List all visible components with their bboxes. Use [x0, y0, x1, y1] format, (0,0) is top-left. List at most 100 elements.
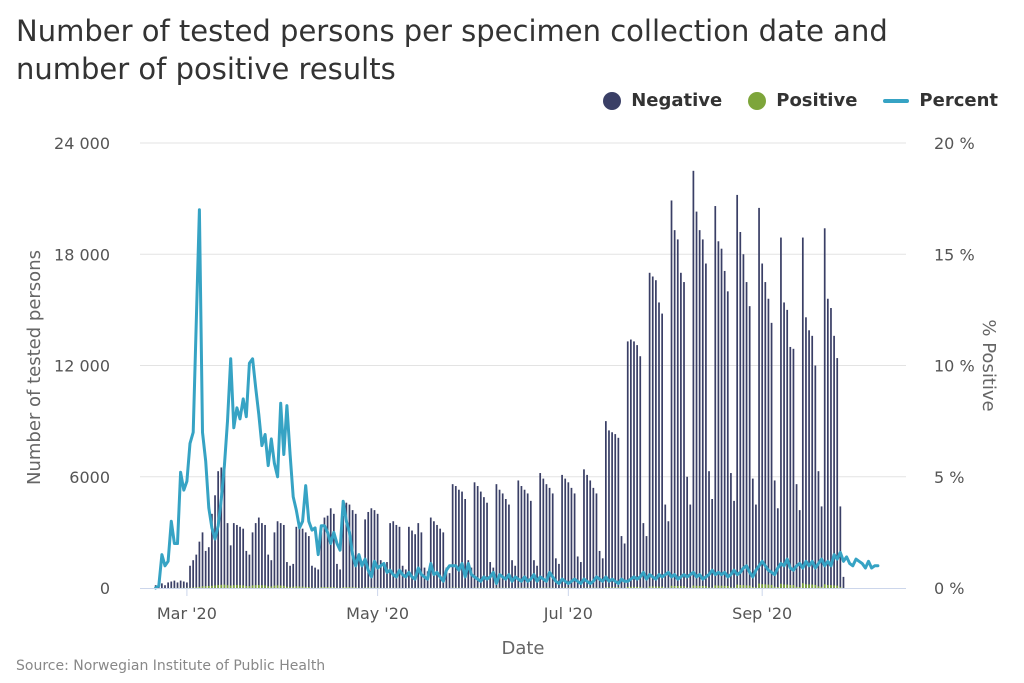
bar-negative [695, 211, 698, 588]
bar-positive [823, 584, 826, 588]
bar-negative [564, 478, 567, 588]
y2-tick-label: 15 % [934, 245, 975, 264]
bar-positive [651, 586, 654, 588]
bar-negative [204, 550, 207, 588]
bar-negative [698, 230, 701, 589]
bar-positive [367, 587, 370, 588]
bar-negative [311, 565, 313, 588]
bar-negative [342, 515, 345, 588]
bar-negative [479, 491, 482, 588]
bar-positive [817, 586, 820, 588]
bar-positive [232, 585, 235, 588]
y-tick-label: 18 000 [54, 245, 110, 264]
bar-positive [307, 587, 310, 588]
bar-negative [655, 280, 657, 588]
bar-positive [304, 586, 307, 588]
bar-negative [317, 569, 320, 588]
bar-positive [761, 584, 764, 588]
bar-negative [404, 569, 407, 588]
bar-negative [376, 513, 379, 588]
bar-positive [786, 584, 789, 588]
bar-positive [226, 585, 229, 588]
bar-negative [526, 493, 529, 588]
bar-negative [539, 473, 542, 588]
bar-positive [264, 585, 266, 588]
bar-negative [298, 526, 301, 588]
bar-negative [445, 567, 448, 588]
legend-item-percent[interactable]: Percent [883, 90, 998, 111]
bar-negative [714, 206, 717, 588]
bar-positive [217, 585, 220, 588]
legend-item-positive[interactable]: Positive [748, 90, 857, 111]
x-tick-label: Sep '20 [732, 604, 792, 623]
bar-negative [586, 474, 588, 588]
bar-positive [636, 586, 638, 588]
bar-negative [429, 517, 432, 588]
bar-negative [161, 583, 163, 588]
bar-negative [636, 345, 638, 588]
bar-positive [364, 587, 366, 588]
bar-negative [548, 487, 551, 588]
bar-positive [811, 584, 814, 588]
bar-positive [751, 587, 754, 588]
bar-negative [395, 524, 398, 588]
bar-negative [523, 489, 526, 588]
bar-negative [420, 532, 423, 588]
bar-negative [220, 467, 223, 588]
bar-negative [414, 534, 416, 588]
bar-negative [408, 526, 410, 588]
bar-positive [251, 585, 254, 588]
bar-positive [292, 586, 295, 588]
bar-negative [592, 487, 595, 588]
bar-positive [279, 585, 282, 588]
bar-negative [808, 330, 810, 588]
bar-positive [733, 587, 735, 588]
bar-negative [448, 573, 451, 588]
bar-negative [811, 335, 814, 588]
bar-negative [289, 565, 291, 588]
bar-negative [336, 563, 338, 588]
bar-positive [808, 584, 810, 588]
bar-positive [683, 586, 685, 588]
bar-positive [680, 586, 682, 588]
bar-negative [770, 322, 773, 588]
legend-label-negative: Negative [631, 90, 723, 111]
bar-negative [383, 565, 385, 588]
y2-axis-title: % Positive [978, 319, 999, 411]
bar-negative [520, 486, 523, 588]
bar-negative [373, 510, 376, 588]
bar-negative [798, 510, 801, 588]
bar-positive [254, 585, 257, 588]
bar-negative [801, 237, 804, 588]
bar-positive [789, 585, 792, 588]
bar-positive [323, 586, 326, 588]
bar-positive [211, 585, 213, 588]
bar-negative [639, 356, 642, 588]
bar-negative [170, 581, 173, 588]
bar-negative [761, 263, 764, 588]
bar-positive [633, 586, 635, 588]
bar-positive [326, 587, 329, 588]
bar-negative [620, 536, 623, 588]
bar-negative [301, 528, 304, 588]
bar-positive [695, 585, 698, 588]
bar-negative [805, 317, 807, 588]
bar-negative [717, 241, 720, 589]
bar-negative [589, 480, 592, 588]
bar-negative [436, 524, 438, 588]
bar-negative [357, 558, 360, 588]
bar-negative [670, 200, 673, 588]
legend-item-negative[interactable]: Negative [603, 90, 722, 111]
bar-negative [236, 524, 238, 588]
bar-negative [542, 478, 545, 588]
bar-negative [320, 532, 323, 588]
bar-negative [273, 532, 276, 588]
y2-tick-label: 5 % [934, 468, 964, 487]
bar-negative [411, 530, 413, 588]
bar-negative [689, 504, 692, 588]
bar-positive [229, 585, 232, 588]
bar-negative [467, 560, 470, 588]
bar-negative [826, 298, 829, 588]
bar-negative [626, 341, 629, 588]
bar-negative [189, 565, 191, 588]
